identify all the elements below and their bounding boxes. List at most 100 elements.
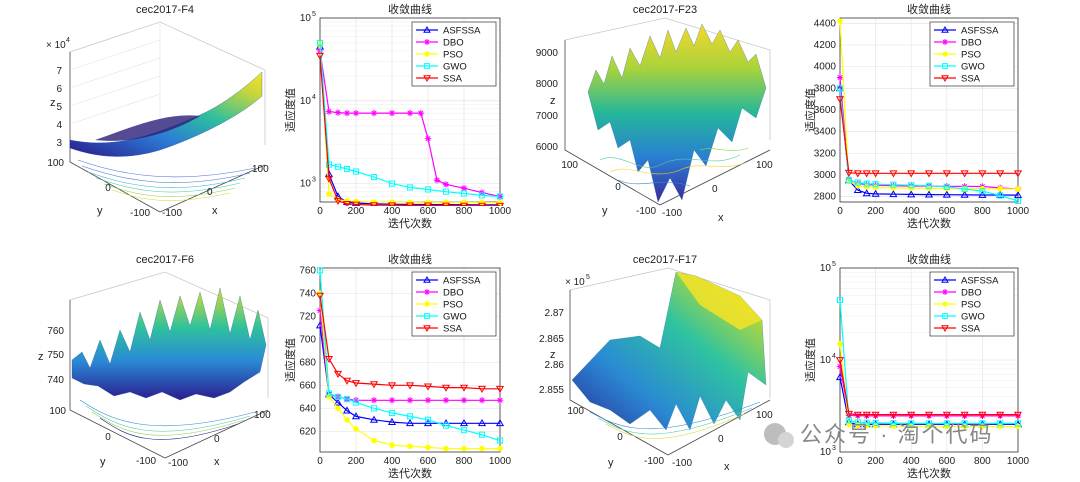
data-point-pso [326,393,332,400]
z-tick-label: 740 [47,375,64,386]
y-tick-exponent: 4 [832,353,836,360]
legend-marker [942,63,948,69]
legend-label: PSO [961,300,981,311]
x-tick-label: 100 [254,410,271,421]
data-point-gwo [908,420,915,427]
legend-label: GWO [961,62,985,73]
data-point-gwo [496,437,504,444]
x-tick-label: 800 [974,206,991,217]
data-point-gwo [316,39,324,46]
data-point-ssa [862,170,871,178]
data-point-asfssa [1013,190,1022,198]
data-point-ssa [342,200,352,206]
data-point-gwo [836,85,844,92]
data-point-dbo [424,397,432,404]
series-line-gwo [839,299,1018,424]
x-axis-label: 迭代次数 [388,216,432,230]
y-tick-label: 680 [299,357,316,368]
z-exponent-power: 4 [66,37,70,44]
data-point-dbo [406,397,414,404]
z-tick-label: 5 [56,102,62,113]
legend-marker [423,275,431,283]
data-point-ssa [1013,170,1022,178]
z-tick-label: 9000 [536,48,559,59]
axis-box-back [69,271,269,398]
z-exponent-base: × 10 [565,277,585,288]
data-point-pso [353,198,359,205]
y-axis-label: 适应度值 [803,338,817,382]
axis-box-bottom [164,409,269,459]
data-point-dbo [961,412,968,420]
data-point-ssa [871,170,880,178]
x-tick-label: 0 [317,456,323,467]
x-tick-label: -100 [162,208,182,219]
y-tick-label: 100 [49,406,66,417]
data-point-gwo [925,420,933,427]
data-point-pso [407,199,413,206]
grid-line [69,39,161,71]
data-point-gwo [442,188,450,195]
y-tick-label: 3600 [814,105,837,116]
data-point-gwo [460,190,468,197]
data-point-dbo [863,412,870,420]
data-point-ssa [889,411,898,419]
data-point-dbo [370,397,378,404]
z-tick-label: 750 [47,350,64,361]
data-point-ssa [924,170,934,178]
x-axis-label: 迭代次数 [388,466,432,480]
data-point-pso [407,443,413,450]
data-point-gwo [343,165,351,173]
series-line-asfssa [319,325,500,424]
y-tick-label: 4200 [814,40,837,51]
data-point-ssa [960,170,969,178]
data-point-gwo [316,267,324,274]
x-tick-label: 0 [712,184,718,195]
data-point-pso [863,184,870,190]
surface-title: cec2017-F6 [136,254,194,266]
x-tick-label: 0 [718,434,724,445]
legend-label: ASFSSA [443,26,481,37]
grid-line [69,57,161,89]
data-point-gwo [325,161,333,168]
x-tick-label: 200 [348,206,365,217]
data-point-gwo [961,185,968,193]
data-point-ssa [844,169,853,177]
data-point-gwo [997,420,1004,427]
x-tick-label: 1000 [1007,206,1030,217]
wechat-icon-bubble [778,432,794,448]
x-tick-label: 0 [207,187,213,198]
y-tick-label: 100 [561,160,578,171]
legend-marker [941,75,949,83]
data-point-dbo [388,397,396,404]
z-tick-label: 2.855 [539,385,564,396]
z-tick-label: 6000 [536,142,559,153]
data-point-ssa [423,383,433,391]
legend-marker [942,51,948,57]
y-axis-label: 适应度值 [803,88,817,132]
y-axis-label: y [602,205,608,217]
data-point-gwo [406,413,414,420]
data-point-gwo [1014,420,1022,427]
data-point-dbo [343,109,351,117]
data-point-ssa [924,411,934,419]
axis-box-bottom [659,149,771,206]
x-tick-label: 200 [867,456,884,467]
convergence-chart-f6: 收敛曲线 0 200 400 600 800 1000 620 640 660 680 700 720 7… [283,252,512,480]
y-tick-label: 10 [820,355,832,366]
data-point-dbo [890,412,897,420]
data-point-gwo [496,193,504,200]
z-tick-label: 6 [56,84,62,95]
z-axis-label: z [38,351,44,363]
y-tick-label: -100 [636,206,656,217]
data-point-ssa [387,382,397,390]
data-point-gwo [370,405,378,412]
data-point-gwo [890,181,897,188]
data-point-ssa [351,201,361,206]
surface-plot-f4: cec2017-F4 × 10 4 7 6 5 4 3 z 100 0 -100… [46,4,269,219]
y-tick-label: 3200 [814,148,837,159]
data-point-pso [1015,186,1021,192]
y-tick-exponent: 5 [832,261,836,268]
data-point-ssa [495,202,504,206]
data-point-dbo [406,109,414,117]
data-point-pso [344,416,350,423]
